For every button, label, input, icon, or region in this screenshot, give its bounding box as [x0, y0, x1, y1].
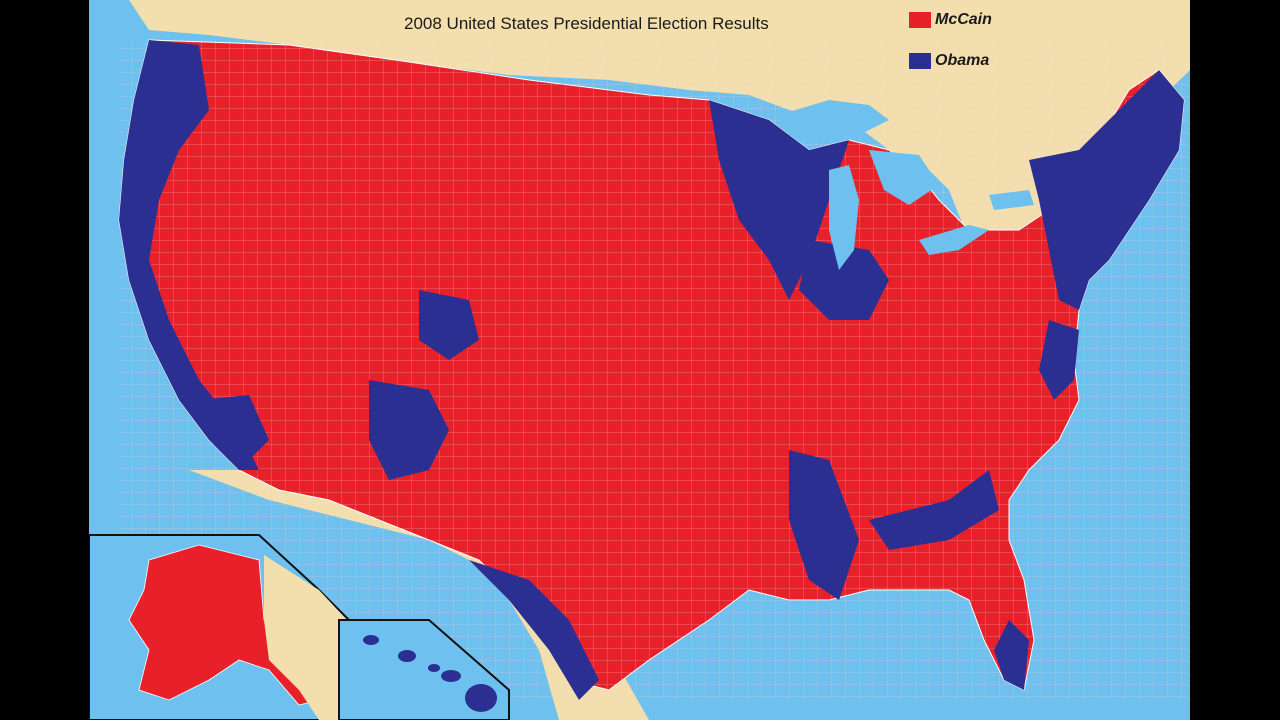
obama-texas-border — [469, 560, 599, 700]
obama-florida-south — [994, 620, 1029, 690]
obama-northeast — [1029, 70, 1184, 310]
map-title: 2008 United States Presidential Election… — [404, 14, 769, 33]
legend-item-mccain: McCain — [909, 11, 992, 29]
obama-upper-midwest — [709, 100, 849, 300]
lake-ontario — [989, 190, 1034, 210]
lake-michigan — [829, 165, 859, 270]
legend-label-obama: Obama — [935, 52, 990, 69]
lake-superior — [779, 100, 889, 140]
legend-item-obama: Obama — [909, 52, 989, 70]
lake-huron — [869, 150, 939, 205]
obama-black-belt — [869, 470, 999, 550]
obama-new-mexico — [369, 380, 449, 480]
map-canvas — [89, 0, 1190, 720]
obama-southern-california — [199, 395, 269, 470]
obama-deep-south — [789, 450, 859, 600]
obama-great-lakes — [799, 240, 889, 320]
obama-colorado — [419, 290, 479, 360]
election-map: 2008 United States Presidential Election… — [89, 0, 1190, 720]
lake-erie — [919, 225, 989, 255]
alaska-land-canada — [264, 555, 347, 720]
alaska — [128, 544, 320, 706]
hawaii — [363, 635, 497, 712]
obama-mid-atlantic — [1039, 320, 1079, 400]
legend-swatch-mccain — [909, 12, 931, 28]
legend-label-mccain: McCain — [935, 11, 992, 28]
obama-west-coast — [119, 40, 259, 470]
legend-swatch-obama — [909, 53, 931, 69]
